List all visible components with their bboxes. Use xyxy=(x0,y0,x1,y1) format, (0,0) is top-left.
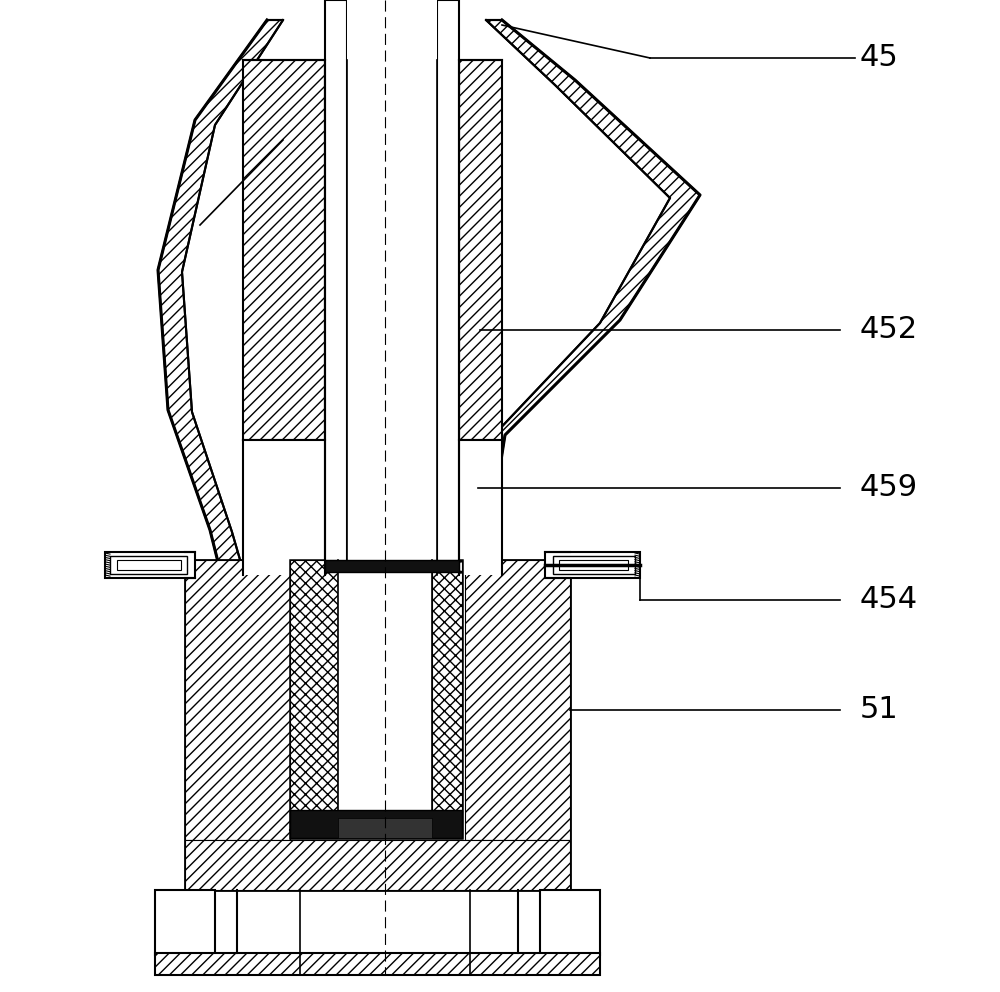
Bar xyxy=(540,890,600,955)
Bar xyxy=(338,560,432,830)
Bar xyxy=(347,0,437,575)
Bar xyxy=(185,560,290,840)
Bar xyxy=(437,0,459,575)
Bar xyxy=(155,890,215,955)
Bar xyxy=(290,560,462,838)
Polygon shape xyxy=(158,20,283,570)
Text: 454: 454 xyxy=(860,585,918,614)
Bar xyxy=(243,440,325,575)
Bar xyxy=(117,560,181,570)
Text: 45: 45 xyxy=(860,44,899,72)
Bar xyxy=(110,556,187,574)
Bar xyxy=(553,556,635,574)
Bar xyxy=(459,60,502,440)
Bar xyxy=(290,810,462,838)
Bar xyxy=(243,60,325,440)
Bar xyxy=(338,818,432,838)
Bar xyxy=(459,440,502,575)
Text: 51: 51 xyxy=(860,695,899,724)
Text: 459: 459 xyxy=(860,473,918,503)
Text: 452: 452 xyxy=(860,315,918,344)
Bar xyxy=(325,0,347,575)
Bar xyxy=(545,552,640,578)
Bar xyxy=(325,560,459,572)
Bar xyxy=(105,552,195,578)
Bar xyxy=(290,560,338,830)
Bar xyxy=(185,560,570,890)
Bar xyxy=(559,560,628,570)
Bar xyxy=(155,953,600,975)
Bar xyxy=(432,560,462,830)
Bar xyxy=(465,560,570,840)
Polygon shape xyxy=(467,20,700,570)
Bar xyxy=(325,0,459,575)
Bar xyxy=(185,840,570,890)
